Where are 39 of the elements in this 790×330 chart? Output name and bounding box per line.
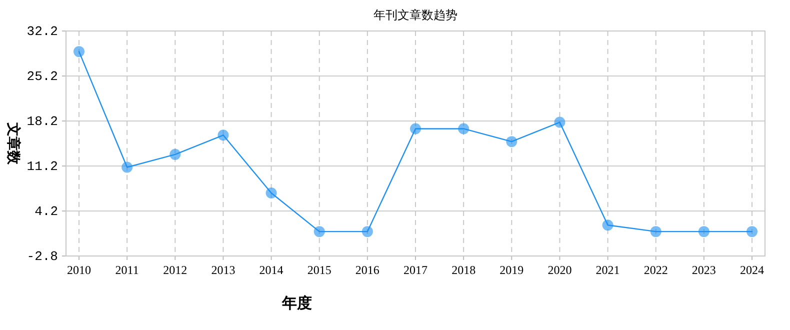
point: [74, 46, 84, 58]
x-tick-label: 2010: [67, 263, 91, 277]
x-tick-label: 2015: [307, 263, 332, 277]
y-axis-title: 文章数: [5, 122, 22, 166]
y-tick-label: 18.2: [26, 114, 58, 129]
point: [170, 148, 181, 160]
x-tick-label: 2021: [596, 263, 620, 277]
x-tick-label: 2019: [500, 263, 524, 277]
y-tick-label: -2.8: [26, 249, 58, 264]
x-tick-label: 2013: [211, 263, 236, 277]
point: [458, 123, 470, 134]
y-tick-label: 11.2: [26, 159, 58, 174]
x-tick-label: 2018: [452, 263, 476, 277]
x-tick-label: 2011: [115, 263, 139, 277]
point: [314, 226, 325, 238]
x-tick-label: 2020: [548, 263, 572, 277]
y-tick-label: 25.2: [26, 69, 58, 84]
y-tick-label: 32.2: [26, 24, 58, 39]
point: [698, 226, 710, 238]
point: [218, 130, 229, 141]
x-tick-label: 2023: [692, 263, 716, 277]
point: [362, 226, 373, 238]
x-tick-label: 2017: [404, 263, 428, 277]
point: [506, 136, 518, 148]
point: [554, 116, 566, 128]
chart-title: 年刊文章数趋势: [374, 8, 458, 22]
x-tick-label: 2022: [644, 263, 668, 277]
point: [122, 162, 133, 173]
y-tick-label: 4.2: [34, 204, 58, 219]
point: [266, 188, 277, 198]
point: [602, 220, 614, 231]
point: [650, 226, 662, 238]
x-tick-label: 2016: [355, 263, 380, 277]
x-axis-title: 年度: [281, 294, 312, 312]
point: [410, 123, 421, 134]
x-tick-label: 2024: [740, 263, 764, 277]
point: [746, 226, 758, 238]
x-tick-label: 2012: [163, 263, 188, 277]
x-tick-label: 2014: [259, 263, 284, 277]
